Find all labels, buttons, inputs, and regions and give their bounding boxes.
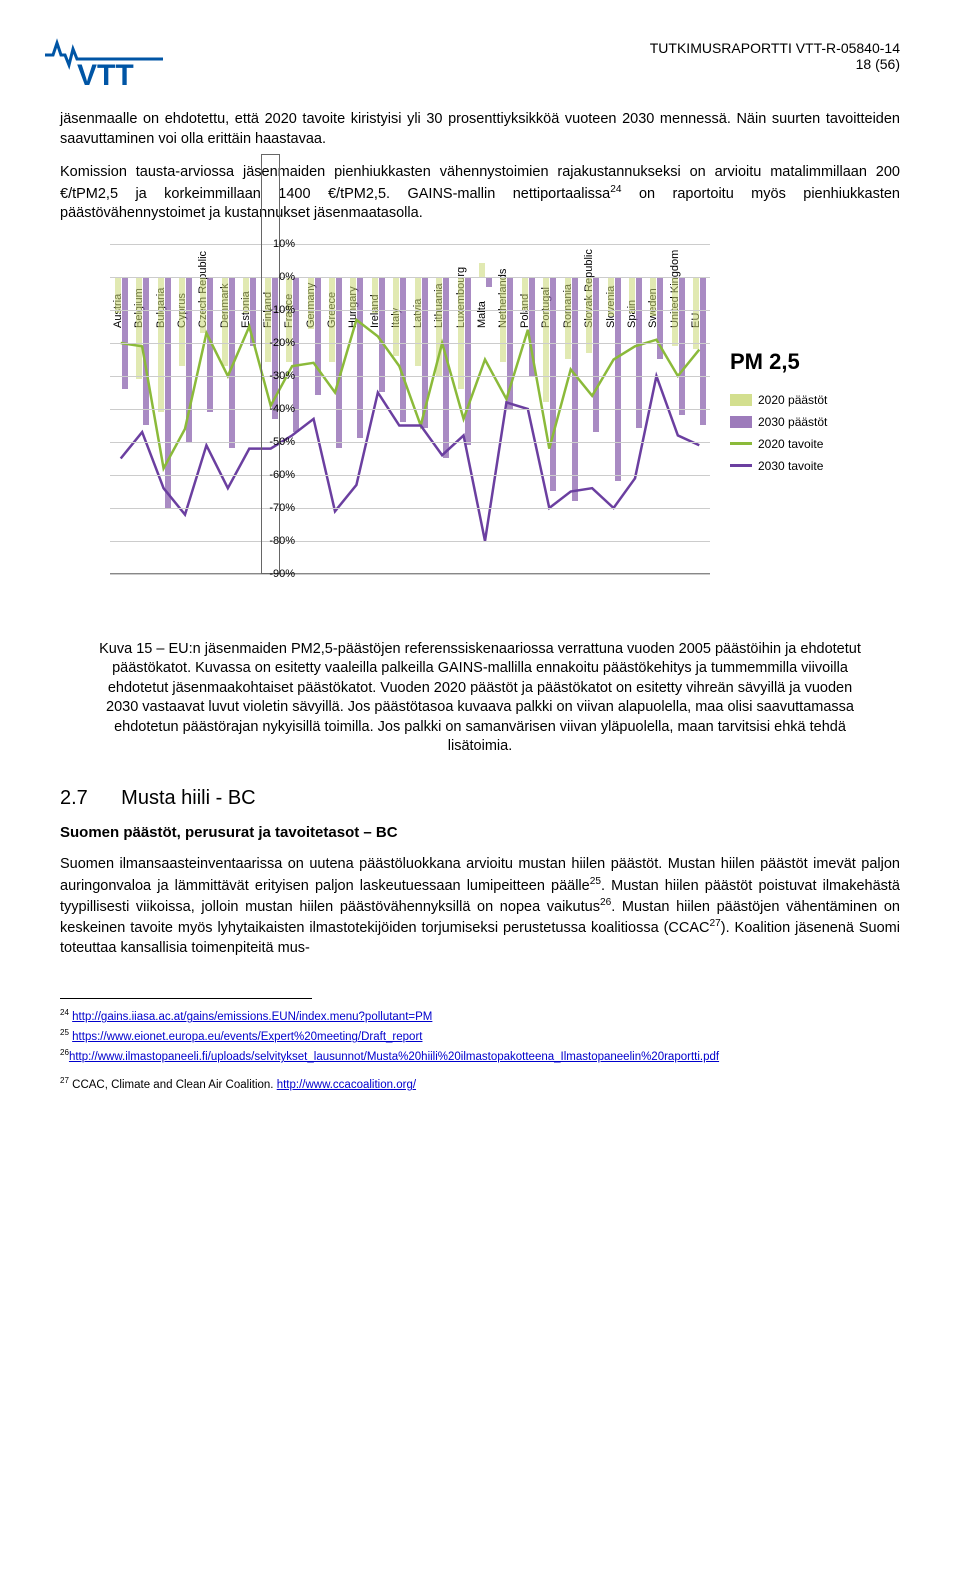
footnote-link-27[interactable]: http://www.ccacoalition.org/: [277, 1079, 416, 1091]
footnote-separator: [60, 998, 312, 1005]
chart-legend: PM 2,5 2020 päästöt 2030 päästöt 2020 tavo…: [730, 349, 827, 481]
y-tick-label: -70%: [250, 502, 295, 514]
footnote-link-26[interactable]: http://www.ilmastopaneeli.fi/uploads/sel…: [69, 1051, 719, 1063]
sub-heading: Suomen päästöt, perusurat ja tavoitetaso…: [60, 824, 900, 841]
pm25-chart: AustriaBelgiumBulgariaCyprusCzech Republ…: [60, 244, 900, 624]
page-number: 18 (56): [650, 56, 900, 72]
report-id: TUTKIMUSRAPORTTI VTT-R-05840-14: [650, 40, 900, 56]
y-tick-label: 0%: [250, 271, 295, 283]
legend-label: 2030 päästöt: [758, 415, 827, 429]
y-tick-label: -50%: [250, 436, 295, 448]
legend-item: 2030 tavoite: [730, 459, 827, 473]
legend-title: PM 2,5: [730, 349, 827, 375]
y-tick-label: -30%: [250, 370, 295, 382]
legend-label: 2030 tavoite: [758, 459, 823, 473]
legend-label: 2020 päästöt: [758, 393, 827, 407]
figure-caption: Kuva 15 – EU:n jäsenmaiden PM2,5-päästöj…: [90, 640, 870, 757]
y-tick-label: -40%: [250, 403, 295, 415]
vtt-logo: VTT: [45, 35, 165, 95]
legend-item: 2030 päästöt: [730, 415, 827, 429]
page-header: VTT TUTKIMUSRAPORTTI VTT-R-05840-14 18 (…: [60, 40, 900, 110]
chart-line: [121, 376, 700, 541]
footnote-link-25[interactable]: https://www.eionet.europa.eu/events/Expe…: [72, 1031, 422, 1043]
legend-label: 2020 tavoite: [758, 437, 823, 451]
y-tick-label: -60%: [250, 469, 295, 481]
footnotes: 24 http://gains.iiasa.ac.at/gains/emissi…: [60, 1007, 900, 1093]
legend-swatch: [730, 394, 752, 406]
y-tick-label: -20%: [250, 337, 295, 349]
y-tick-label: -10%: [250, 304, 295, 316]
legend-item: 2020 päästöt: [730, 393, 827, 407]
y-tick-label: -80%: [250, 535, 295, 547]
section-heading: 2.7 Musta hiili - BC: [60, 787, 900, 810]
legend-swatch: [730, 416, 752, 428]
y-tick-label: -90%: [250, 568, 295, 580]
legend-item: 2020 tavoite: [730, 437, 827, 451]
footnote-link-24[interactable]: http://gains.iiasa.ac.at/gains/emissions…: [72, 1011, 432, 1023]
legend-swatch: [730, 464, 752, 467]
para-2: Komission tausta-arviossa jäsenmaiden pi…: [60, 163, 900, 224]
para-1: jäsenmaalle on ehdotettu, että 2020 tavo…: [60, 110, 900, 149]
legend-swatch: [730, 442, 752, 445]
svg-text:VTT: VTT: [77, 59, 134, 90]
y-tick-label: 10%: [250, 238, 295, 250]
bc-para: Suomen ilmansaasteinventaarissa on uuten…: [60, 855, 900, 958]
